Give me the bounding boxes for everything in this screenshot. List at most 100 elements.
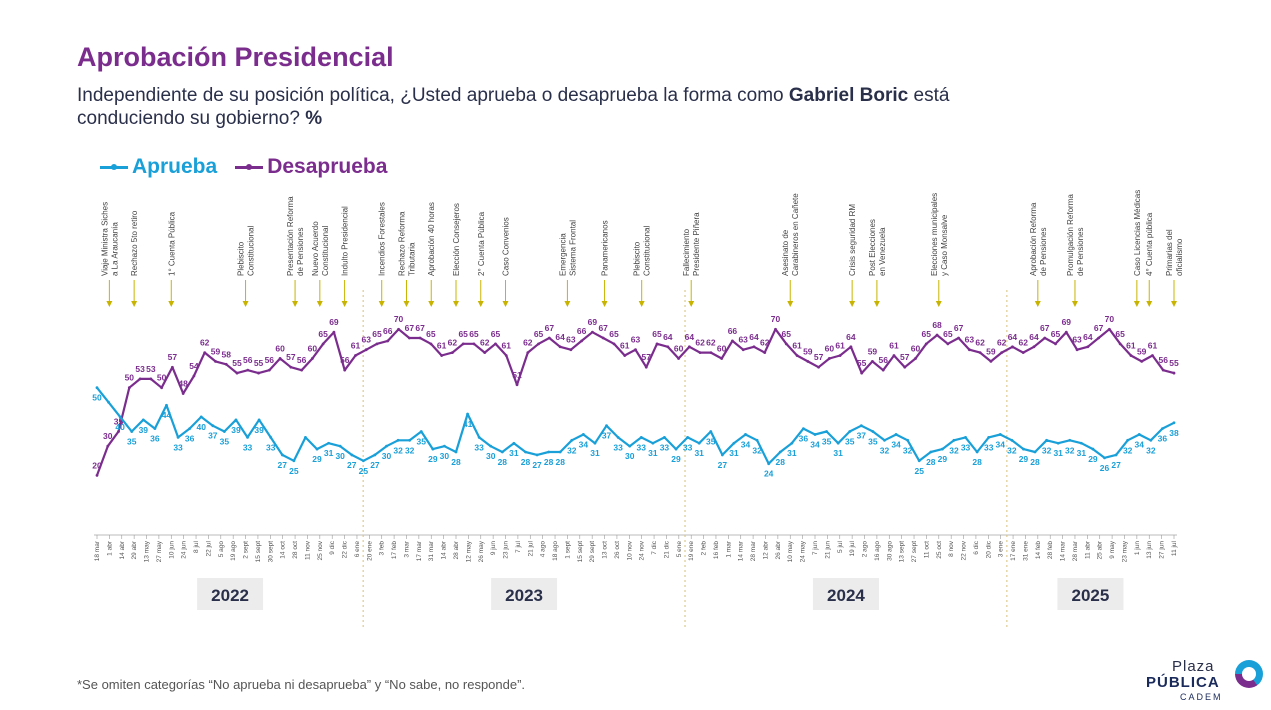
desaprueba-data-label: 55 [1169,358,1179,368]
x-tick-label: 15 sept [255,541,262,563]
aprueba-data-label: 32 [567,445,577,455]
annotation-label: Plebiscito [633,241,642,276]
desaprueba-point [160,386,164,390]
x-tick-label: 14 feb [1035,541,1042,559]
x-tick-label: 25 nov [317,540,324,560]
desaprueba-point [332,330,336,334]
x-tick-label: 9 dic [329,540,336,554]
desaprueba-point [881,368,885,372]
desaprueba-point [440,354,444,357]
legend-item-desaprueba: Desaprueba [235,155,387,179]
annotation-arrowhead [502,301,509,307]
aprueba-data-label: 39 [254,425,264,435]
desaprueba-point [720,357,724,360]
x-tick-label: 3 ene [998,541,1005,558]
aprueba-point [431,447,435,451]
desaprueba-point [106,444,110,448]
annotation-label: Constitucional [643,226,652,276]
aprueba-point [176,435,180,439]
annotation-label: Elección Consejeros [452,203,461,276]
aprueba-point [107,400,110,404]
aprueba-data-label: 34 [741,439,751,449]
annotation-label: Indulto Presidencial [341,206,350,276]
desaprueba-point [407,336,411,340]
desaprueba-point [494,342,497,346]
legend-swatch-desaprueba [235,163,264,170]
aprueba-point [500,450,504,454]
desaprueba-data-label: 69 [588,317,598,327]
desaprueba-data-label: 54 [189,361,199,371]
aprueba-data-label: 35 [220,437,230,447]
aprueba-point [767,462,771,466]
desaprueba-point [1140,359,1144,363]
aprueba-data-label: 35 [417,437,427,447]
aprueba-point [987,435,991,439]
aprueba-point [1068,438,1072,442]
annotation-label: Viaje Ministra Siches [100,202,109,276]
aprueba-point [489,444,493,448]
aprueba-data-label: 34 [810,439,820,449]
desaprueba-data-label: 65 [609,329,619,339]
aprueba-point [95,386,99,390]
aprueba-point [118,415,122,419]
desaprueba-data-label: 70 [771,314,781,324]
annotation-label: Sistema Frontal [568,220,577,276]
desaprueba-point [267,368,271,372]
desaprueba-point [1043,336,1047,340]
aprueba-point [998,433,1002,436]
x-tick-label: 23 jun [503,541,510,559]
desaprueba-point [95,473,99,477]
aprueba-data-label: 30 [382,451,392,461]
annotation-arrowhead [601,301,608,307]
desaprueba-data-label: 50 [157,373,167,383]
desaprueba-data-label: 66 [383,326,393,336]
aprueba-point [1137,433,1141,436]
x-tick-label: 7 jun [812,541,819,555]
aprueba-data-label: 25 [914,466,924,476]
aprueba-point [373,453,377,457]
aprueba-data-label: 28 [1030,457,1040,467]
aprueba-point [802,427,805,431]
x-tick-label: 19 jul [849,540,856,556]
desaprueba-data-label: 60 [275,343,285,353]
desaprueba-data-label: 61 [1126,341,1136,351]
desaprueba-point [849,345,853,349]
page-title: Aprobación Presidencial [77,42,394,72]
annotation-label: Aprobación Reforma [1029,202,1038,276]
x-tick-label: 20 ene [366,541,373,561]
annotation-label: Caso Licencias Médicas [1133,190,1142,276]
desaprueba-data-label: 68 [932,320,942,330]
aprueba-point [859,424,863,428]
x-tick-label: 28 abr [453,540,460,559]
logo-text-plaza: Plaza [1172,658,1215,675]
annotation-label: Emergencia [558,233,567,276]
aprueba-data-label: 29 [671,454,681,464]
aprueba-data-label: 28 [776,457,786,467]
x-tick-label: 14 oct [280,541,287,559]
desaprueba-data-label: 60 [308,343,318,353]
aprueba-data-label: 28 [972,457,982,467]
desaprueba-data-label: 56 [265,355,275,365]
desaprueba-data-label: 63 [631,335,641,345]
x-tick-label: 2 feb [701,541,708,556]
year-label: 2023 [505,586,543,605]
annotation-arrowhead [849,301,856,307]
desaprueba-data-label: 60 [911,343,921,353]
aprueba-point [280,453,284,457]
aprueba-point [396,438,400,442]
desaprueba-point [203,351,207,355]
aprueba-point [304,435,307,439]
aprueba-data-label: 39 [139,425,149,435]
annotation-label: Tributaria [407,242,416,276]
desaprueba-data-label: 65 [372,329,382,339]
aprueba-point [269,435,273,439]
aprueba-data-label: 31 [648,448,658,458]
aprueba-data-label: 36 [150,434,160,444]
desaprueba-data-label: 55 [857,358,867,368]
annotation-label: de Pensiones [1039,228,1048,276]
desaprueba-data-label: 67 [1040,323,1050,333]
desaprueba-data-label: 69 [1062,317,1072,327]
desaprueba-point [1011,345,1014,349]
aprueba-point [246,435,249,439]
desaprueba-point [343,368,347,372]
